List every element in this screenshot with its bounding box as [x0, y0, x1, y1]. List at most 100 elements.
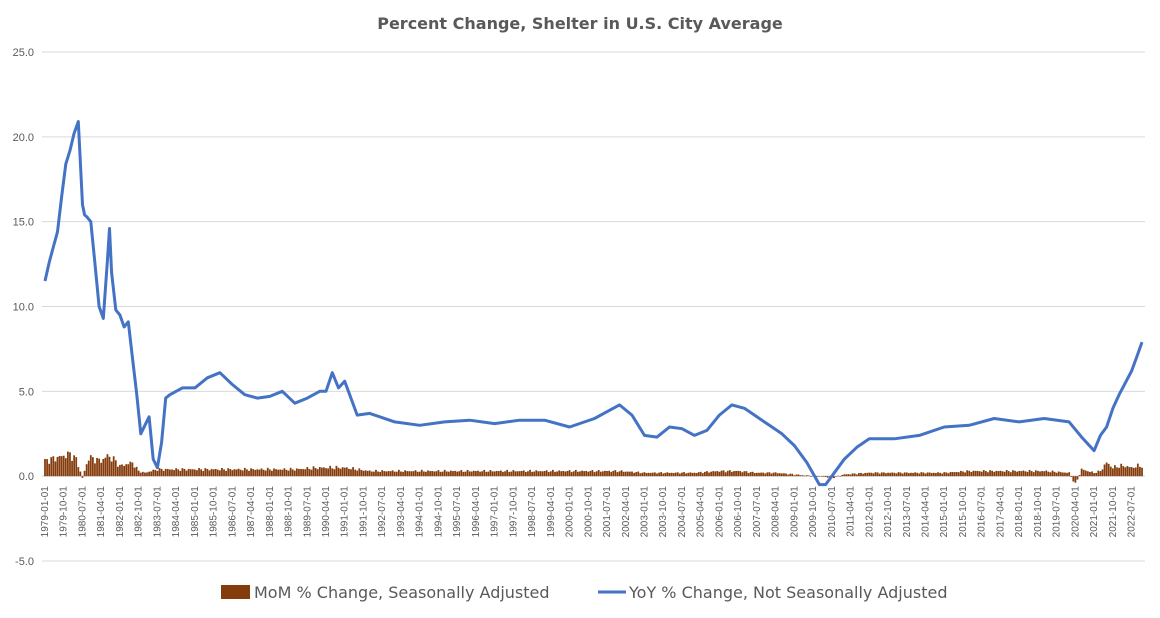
- mom-bar: [710, 471, 712, 477]
- mom-bar: [668, 472, 671, 477]
- mom-bar: [1039, 471, 1041, 477]
- mom-bar: [989, 470, 991, 477]
- mom-bar: [568, 470, 571, 477]
- mom-bar: [527, 471, 529, 477]
- mom-bar: [1128, 467, 1131, 477]
- mom-bar: [535, 470, 538, 477]
- mom-bar: [1034, 470, 1037, 477]
- mom-bar: [539, 471, 542, 477]
- mom-bar: [1057, 471, 1060, 477]
- mom-bar: [502, 471, 504, 477]
- mom-bar: [431, 471, 434, 477]
- x-tick-label: 2021-10-01: [1108, 486, 1119, 538]
- mom-bar: [1016, 471, 1018, 477]
- mom-bar: [1018, 470, 1021, 477]
- mom-bar: [393, 471, 396, 477]
- mom-bar: [712, 471, 715, 477]
- mom-bar: [112, 456, 115, 477]
- mom-bar: [1076, 476, 1079, 480]
- mom-bar: [583, 471, 586, 477]
- legend-label-yoy: YoY % Change, Not Seasonally Adjusted: [628, 583, 947, 602]
- x-tick-label: 2000-01-01: [565, 486, 576, 538]
- x-tick-label: 1983-07-01: [152, 486, 163, 538]
- mom-bar: [560, 471, 563, 477]
- mom-bar: [695, 473, 698, 477]
- mom-bar: [733, 471, 735, 477]
- mom-bar: [464, 471, 467, 477]
- mom-bar: [316, 469, 319, 477]
- mom-bar: [164, 468, 167, 477]
- mom-bar: [495, 470, 498, 477]
- mom-bar: [1049, 472, 1052, 477]
- mom-bar: [125, 464, 128, 477]
- mom-bar: [554, 471, 556, 477]
- mom-bar: [868, 472, 871, 477]
- mom-bar: [910, 472, 912, 477]
- mom-bar: [764, 473, 767, 477]
- x-tick-label: 1980-07-01: [78, 486, 89, 538]
- mom-bar: [524, 471, 527, 477]
- mom-bar: [260, 468, 263, 477]
- mom-bar: [283, 468, 286, 477]
- mom-bar: [227, 468, 230, 477]
- mom-bar: [728, 470, 731, 477]
- mom-bar: [762, 472, 765, 477]
- mom-bar: [610, 471, 613, 477]
- mom-bar: [558, 470, 561, 477]
- mom-bar: [674, 472, 677, 477]
- mom-bar: [749, 472, 752, 477]
- mom-bar: [577, 471, 579, 477]
- x-tick-label: 1982-01-01: [115, 486, 126, 538]
- mom-bar: [139, 472, 142, 477]
- mom-bar: [64, 458, 67, 477]
- mom-bar: [443, 469, 446, 477]
- mom-bar: [135, 466, 138, 477]
- mom-bar: [154, 469, 157, 477]
- mom-bar: [995, 470, 998, 477]
- mom-bar: [974, 470, 977, 477]
- mom-bar: [354, 469, 357, 477]
- mom-bar: [397, 469, 400, 477]
- mom-bar: [1084, 470, 1087, 477]
- y-tick-label: 0.0: [19, 471, 34, 483]
- y-tick-label: 5.0: [19, 386, 34, 398]
- mom-bar: [941, 473, 944, 477]
- x-tick-label: 2018-10-01: [1033, 486, 1044, 538]
- mom-bar: [562, 471, 565, 477]
- mom-bar: [264, 470, 267, 477]
- mom-bar: [293, 470, 296, 477]
- mom-bar: [439, 471, 442, 477]
- x-tick-label: 2022-07-01: [1127, 486, 1138, 538]
- mom-bar: [185, 470, 188, 477]
- mom-bar: [422, 471, 425, 477]
- mom-bar: [318, 466, 321, 477]
- x-tick-label: 2003-10-01: [658, 486, 669, 538]
- mom-bar: [835, 476, 837, 477]
- mom-bar: [805, 475, 808, 477]
- x-tick-label: 2002-04-01: [621, 486, 632, 538]
- x-tick-label: 1997-01-01: [490, 486, 501, 538]
- mom-bar: [1072, 476, 1075, 482]
- mom-bar: [685, 473, 688, 477]
- mom-bar: [903, 472, 906, 477]
- mom-bar: [874, 472, 877, 477]
- x-tick-label: 2009-01-01: [789, 486, 800, 538]
- mom-bar: [864, 472, 867, 477]
- mom-bar: [123, 465, 125, 477]
- mom-bar: [1026, 471, 1029, 477]
- mom-bar: [1045, 470, 1048, 477]
- mom-bar: [518, 471, 521, 477]
- mom-bar: [1114, 465, 1116, 477]
- mom-bar: [94, 463, 96, 477]
- mom-bar: [1105, 462, 1108, 477]
- mom-bar: [425, 471, 427, 477]
- mom-bar: [1009, 472, 1012, 477]
- mom-bar: [537, 471, 540, 477]
- mom-bar: [604, 470, 606, 477]
- mom-bar: [1066, 472, 1068, 477]
- mom-bar: [499, 470, 502, 477]
- mom-bar: [512, 470, 515, 477]
- mom-bar: [173, 470, 175, 477]
- mom-bar: [718, 471, 721, 477]
- mom-bar: [89, 455, 92, 477]
